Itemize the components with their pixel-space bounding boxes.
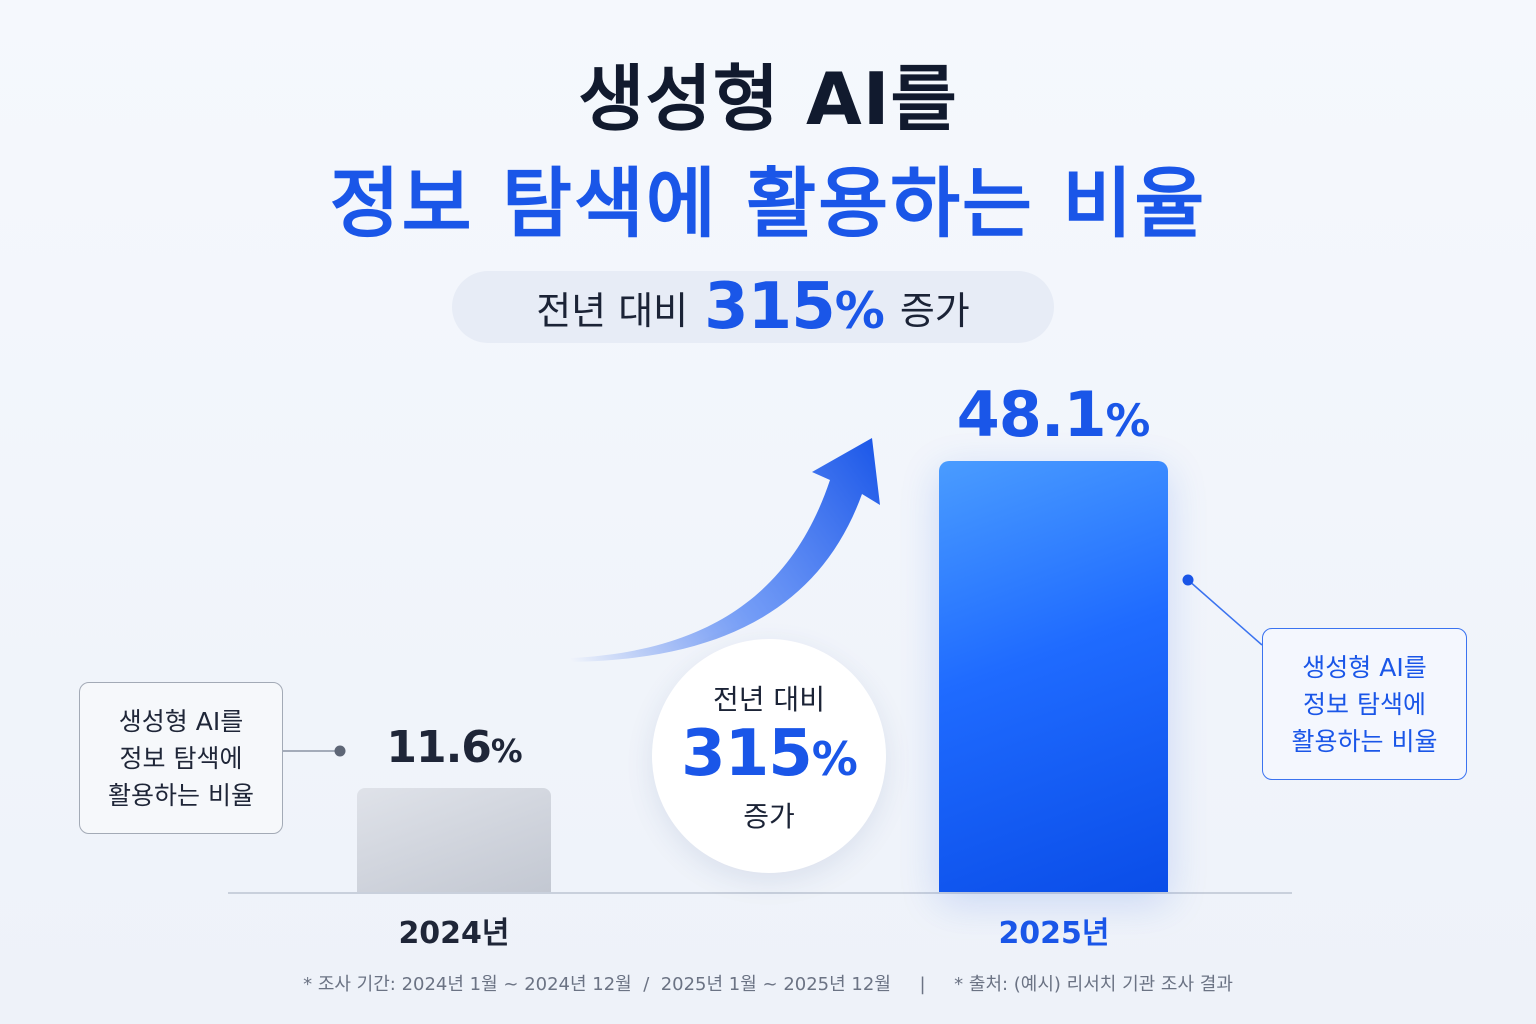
right-callout-line-2: 정보 탐색에	[1303, 689, 1426, 719]
chart-baseline	[228, 892, 1292, 894]
growth-highlight-pill: 전년 대비 315% 증가	[452, 270, 1054, 344]
left-callout-line-2: 정보 탐색에	[119, 743, 243, 773]
bar-2024	[357, 788, 551, 892]
growth-badge-line-3: 증가	[743, 799, 795, 833]
highlight-suffix: 증가	[899, 288, 970, 333]
left-callout-line-1: 생성형 AI를	[118, 706, 244, 736]
bar-2025	[939, 461, 1168, 892]
right-callout-line-3: 활용하는 비율	[1291, 726, 1438, 756]
left-callout-box: 생성형 AI를 정보 탐색에 활용하는 비율	[79, 682, 283, 834]
data-label-2024: 11.6%	[386, 722, 522, 774]
category-label-2025: 2025년	[998, 916, 1110, 951]
left-callout-dot	[334, 745, 346, 757]
growth-arrow-icon	[570, 438, 880, 662]
title-line-1: 생성형 AI를	[578, 57, 958, 141]
left-callout-line-3: 활용하는 비율	[108, 780, 254, 810]
growth-badge-value: 315%	[681, 716, 858, 791]
footnote: * 조사 기간: 2024년 1월 ~ 2024년 12월 / 2025년 1월…	[303, 974, 1233, 995]
right-callout-dot	[1182, 574, 1194, 586]
title-line-2: 정보 탐색에 활용하는 비율	[329, 159, 1207, 248]
right-callout-connector	[1187, 579, 1263, 646]
right-callout-box: 생성형 AI를 정보 탐색에 활용하는 비율	[1262, 628, 1467, 780]
category-label-2024: 2024년	[398, 916, 510, 951]
right-callout-line-1: 생성형 AI를	[1302, 652, 1427, 682]
highlight-value: 315%	[704, 270, 885, 344]
growth-badge: 전년 대비 315% 증가	[652, 639, 886, 873]
highlight-prefix: 전년 대비	[536, 288, 689, 333]
growth-badge-line-1: 전년 대비	[713, 682, 825, 716]
data-label-2025: 48.1%	[956, 378, 1151, 451]
